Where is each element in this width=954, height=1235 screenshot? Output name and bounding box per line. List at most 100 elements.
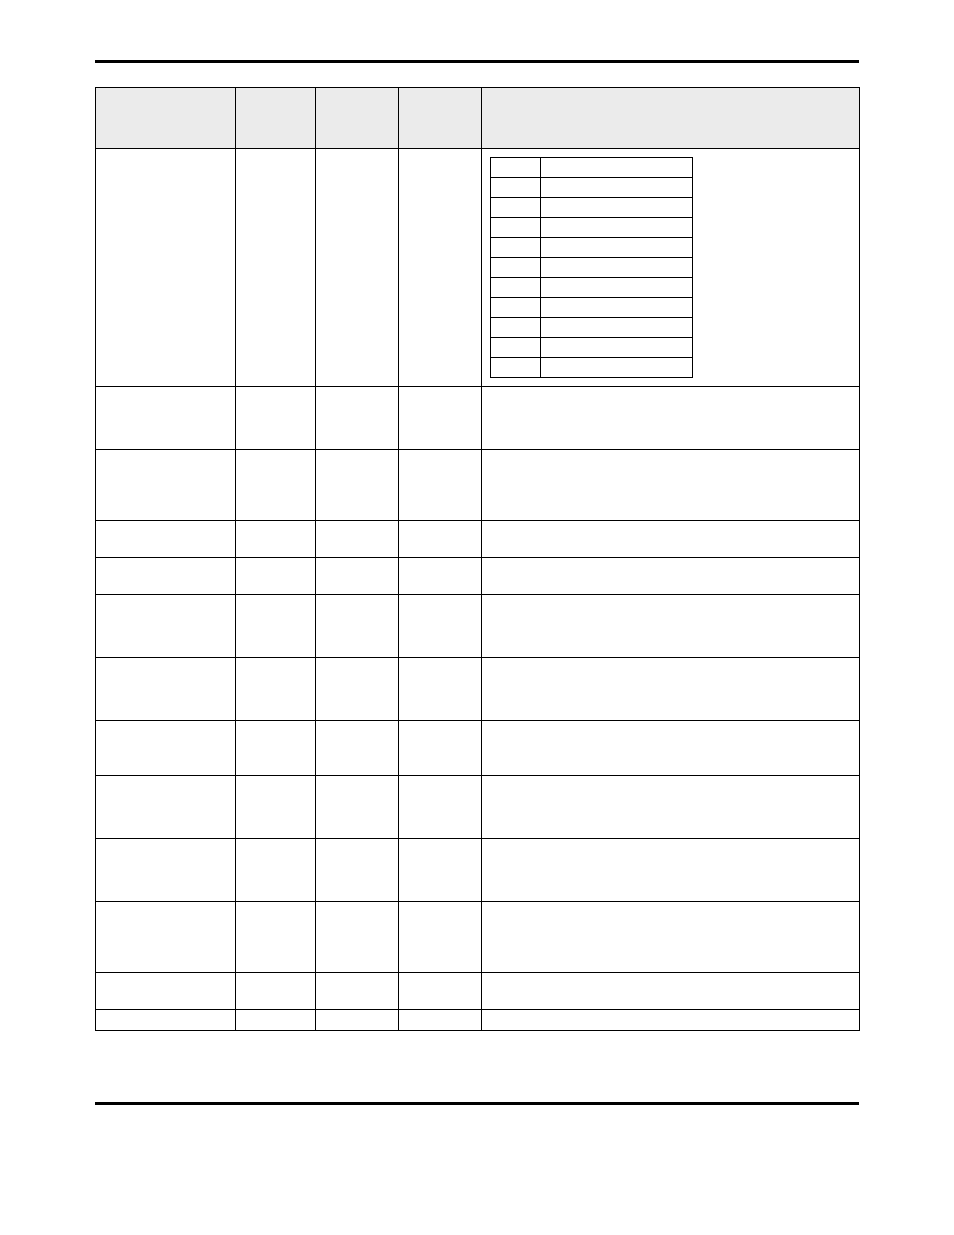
table-cell: [236, 149, 316, 387]
nested-table-cell: [541, 158, 693, 178]
table-cell: [96, 902, 236, 973]
table-cell: [399, 658, 482, 721]
nested-table-cell: [541, 198, 693, 218]
table-cell: [236, 1010, 316, 1031]
table-cell: [399, 149, 482, 387]
table-cell: [399, 387, 482, 450]
table-cell: [482, 721, 860, 776]
nested-table-row: [491, 218, 693, 238]
table-cell: [482, 595, 860, 658]
table-header-cell: [399, 88, 482, 149]
nested-table-cell: [491, 238, 541, 258]
nested-table-cell: [491, 318, 541, 338]
bottom-horizontal-rule: [95, 1102, 859, 1105]
table-cell: [399, 1010, 482, 1031]
table-cell: [316, 973, 399, 1010]
table-cell: [236, 595, 316, 658]
table-row: [96, 521, 860, 558]
table-cell: [316, 521, 399, 558]
table-row: [96, 595, 860, 658]
table-cell: [316, 558, 399, 595]
table-cell: [482, 450, 860, 521]
table-cell: [96, 776, 236, 839]
table-cell: [316, 1010, 399, 1031]
table-cell: [236, 450, 316, 521]
nested-table-row: [491, 358, 693, 378]
nested-table-cell: [541, 318, 693, 338]
table-cell: [399, 595, 482, 658]
table-cell: [96, 149, 236, 387]
table-cell: [96, 450, 236, 521]
table-cell: [316, 658, 399, 721]
nested-table-row: [491, 298, 693, 318]
table-cell: [316, 839, 399, 902]
table-cell: [236, 721, 316, 776]
table-cell: [96, 1010, 236, 1031]
nested-table-cell: [491, 258, 541, 278]
nested-table-cell: [541, 178, 693, 198]
nested-table-cell: [541, 278, 693, 298]
table-cell: [96, 558, 236, 595]
table-cell: [236, 558, 316, 595]
table-row: [96, 973, 860, 1010]
nested-table-row: [491, 278, 693, 298]
table-cell: [482, 973, 860, 1010]
table-cell: [399, 839, 482, 902]
table-cell: [236, 387, 316, 450]
table-cell: [96, 973, 236, 1010]
nested-table-row: [491, 258, 693, 278]
nested-table: [490, 157, 693, 378]
table-header-cell: [96, 88, 236, 149]
table-cell: [399, 521, 482, 558]
table-cell: [236, 839, 316, 902]
nested-table-cell: [491, 218, 541, 238]
nested-table-cell: [491, 358, 541, 378]
nested-table-cell: [491, 338, 541, 358]
table-cell: [482, 902, 860, 973]
table-row: [96, 387, 860, 450]
table-cell: [316, 721, 399, 776]
table-row: [96, 450, 860, 521]
table-cell: [482, 149, 860, 387]
table-header-cell: [482, 88, 860, 149]
main-table-container: [95, 87, 859, 1031]
nested-table-row: [491, 198, 693, 218]
nested-table-cell: [491, 278, 541, 298]
nested-table-cell: [491, 158, 541, 178]
table-row: [96, 149, 860, 387]
document-page: [0, 0, 954, 1235]
table-cell: [399, 721, 482, 776]
table-header-row: [96, 88, 860, 149]
table-cell: [482, 1010, 860, 1031]
nested-table-cell: [541, 218, 693, 238]
top-horizontal-rule: [95, 60, 859, 63]
table-row: [96, 658, 860, 721]
nested-table-row: [491, 338, 693, 358]
nested-table-row: [491, 178, 693, 198]
nested-table-cell: [491, 178, 541, 198]
table-cell: [399, 450, 482, 521]
table-cell: [316, 450, 399, 521]
nested-table-cell: [541, 258, 693, 278]
table-header-cell: [236, 88, 316, 149]
table-cell: [316, 902, 399, 973]
table-cell: [316, 595, 399, 658]
table-cell: [482, 521, 860, 558]
table-cell: [236, 973, 316, 1010]
table-cell: [316, 776, 399, 839]
table-cell: [399, 558, 482, 595]
nested-table-cell: [541, 358, 693, 378]
table-cell: [399, 902, 482, 973]
table-cell: [96, 521, 236, 558]
table-row: [96, 839, 860, 902]
nested-table-row: [491, 238, 693, 258]
table-row: [96, 776, 860, 839]
table-cell: [96, 595, 236, 658]
table-cell: [236, 776, 316, 839]
table-row: [96, 1010, 860, 1031]
table-cell: [96, 387, 236, 450]
table-cell: [482, 558, 860, 595]
nested-table-cell: [541, 238, 693, 258]
table-cell: [236, 521, 316, 558]
table-cell: [236, 902, 316, 973]
